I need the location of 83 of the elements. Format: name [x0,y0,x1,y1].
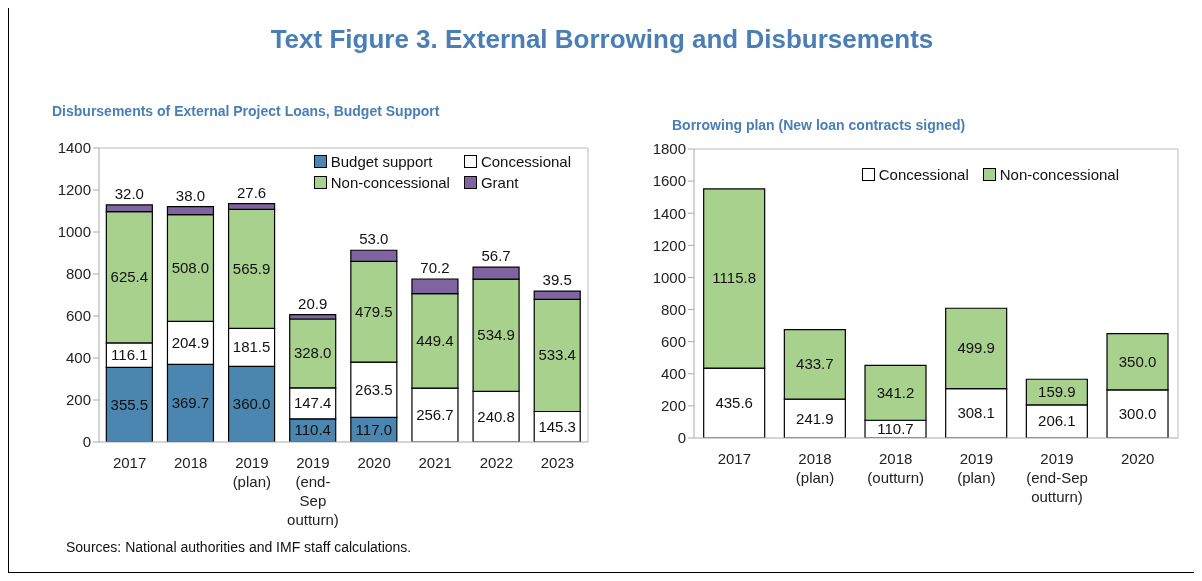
data-label: 369.7 [171,394,210,412]
data-label: 56.7 [481,247,511,265]
x-tick-label: 2019 (plan) [232,454,271,490]
x-tick-label: 2018 (plan) [795,450,835,486]
data-label: 110.4 [294,421,331,439]
data-label: 20.9 [298,294,328,312]
data-label: 117.0 [355,420,393,438]
data-label: 479.5 [355,302,393,320]
x-tick-label: 2020 [357,454,391,471]
y-tick-label: 0 [82,433,91,451]
y-tick-label: 1800 [652,140,686,158]
legend-label: Non-concessional [330,174,450,191]
y-tick-label: 1600 [652,172,686,190]
data-label: 206.1 [1038,412,1076,430]
y-tick-label: 1200 [57,181,91,199]
legend-label: Grant [480,174,519,191]
y-tick-label: 1200 [652,236,686,254]
data-label: 360.0 [232,395,271,413]
legend-label: Concessional [878,166,969,183]
y-tick-label: 200 [660,397,686,415]
legend-label: Non-concessional [999,166,1119,183]
data-label: 241.9 [796,409,834,427]
data-label: 308.1 [957,404,995,422]
legend-label: Budget support [330,153,433,170]
chart-title: Borrowing plan (New loan contracts signed) [672,117,966,133]
x-tick-label: 2022 [479,454,513,471]
data-label: 499.9 [957,339,995,357]
y-tick-label: 0 [677,429,686,447]
x-tick-label: 2017 [717,450,752,467]
data-label: 204.9 [171,333,210,351]
x-tick-label: 2019 (end-Sep outturn) [287,454,339,528]
data-label: 53.0 [359,230,389,248]
data-label: 240.8 [477,407,515,425]
x-tick-label: 2021 [418,454,452,471]
y-tick-label: 1400 [652,204,686,222]
x-tick-label: 2017 [112,454,147,471]
y-tick-label: 800 [660,300,686,318]
x-tick-label: 2023 [540,454,575,471]
chart-subtitle: Disbursements of External Project Loans, Budget Support [52,103,440,119]
y-tick-label: 600 [65,307,91,325]
data-label: 625.4 [110,268,149,286]
y-tick-label: 1000 [57,223,91,241]
data-label: 32.0 [114,184,144,202]
chart-title: Text Figure 3. External Borrowing and Disbursements [269,24,935,55]
y-tick-label: 1400 [57,139,91,157]
data-label: 39.5 [542,271,572,289]
data-label: 116.1 [111,346,148,364]
data-label: 27.6 [236,183,267,201]
data-label: 350.0 [1118,352,1157,370]
data-label: 70.2 [420,258,450,276]
legend-label: Concessional [480,153,571,170]
x-tick-label: 2019 (plan) [957,450,996,486]
data-label: 328.0 [293,344,332,362]
y-tick-label: 800 [65,265,91,283]
source-note: Sources: National authorities and IMF staff calculations. [66,539,412,555]
data-label: 355.5 [110,395,149,413]
data-label: 147.4 [293,394,332,412]
y-tick-label: 400 [660,365,686,383]
data-label: 181.5 [232,338,271,356]
data-label: 533.4 [538,346,576,364]
data-label: 534.9 [477,326,515,344]
data-label: 508.0 [171,258,210,276]
x-tick-label: 2018 [174,454,208,471]
data-label: 449.4 [416,331,454,349]
y-tick-label: 600 [660,332,686,350]
data-label: 263.5 [355,380,393,398]
y-tick-label: 200 [65,391,91,409]
x-tick-label: 2020 [1120,450,1155,467]
data-label: 256.7 [416,406,454,424]
data-label: 110.7 [877,420,914,438]
y-tick-label: 400 [65,349,91,367]
x-tick-label: 2018 (outturn) [867,450,925,486]
data-label: 435.6 [715,394,753,412]
data-label: 159.9 [1038,383,1076,401]
data-label: 433.7 [796,355,834,373]
data-label: 38.0 [175,186,206,204]
data-label: 1115.8 [712,269,757,287]
data-label: 145.3 [538,417,576,435]
data-label: 341.2 [876,383,915,401]
data-label: 565.9 [232,259,271,277]
y-tick-label: 1000 [652,268,686,286]
data-label: 300.0 [1118,404,1157,422]
x-tick-label: 2019 (end-Sep outturn) [1026,450,1088,505]
